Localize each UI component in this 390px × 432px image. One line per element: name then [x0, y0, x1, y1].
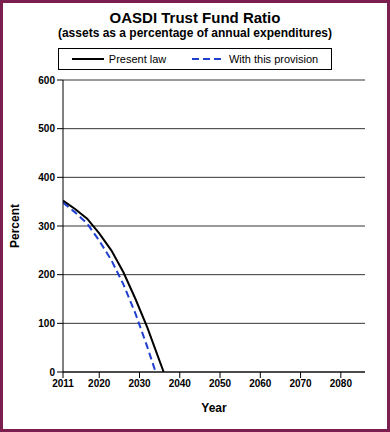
svg-text:2040: 2040 — [169, 378, 192, 389]
svg-text:300: 300 — [38, 221, 55, 232]
svg-text:0: 0 — [49, 367, 55, 378]
svg-text:400: 400 — [38, 172, 55, 183]
html-text:With this provision: With this provision — [228, 53, 319, 65]
svg-text:Percent: Percent — [8, 204, 22, 248]
svg-text:100: 100 — [38, 318, 55, 329]
html-text:Present law: Present law — [108, 53, 167, 65]
svg-text:200: 200 — [38, 269, 55, 280]
svg-text:600: 600 — [38, 75, 55, 86]
html-text:(assets as a percentage of ann: (assets as a percentage of annual expend… — [57, 26, 332, 40]
svg-text:2030: 2030 — [128, 378, 151, 389]
svg-text:500: 500 — [38, 123, 55, 134]
svg-text:2020: 2020 — [88, 378, 111, 389]
svg-text:2080: 2080 — [330, 378, 353, 389]
svg-text:2011: 2011 — [52, 378, 74, 389]
svg-text:2050: 2050 — [209, 378, 232, 389]
svg-text:2060: 2060 — [249, 378, 272, 389]
svg-text:2070: 2070 — [289, 378, 312, 389]
html-text:OASDI Trust Fund Ratio: OASDI Trust Fund Ratio — [109, 9, 281, 26]
svg-text:Year: Year — [201, 401, 227, 415]
